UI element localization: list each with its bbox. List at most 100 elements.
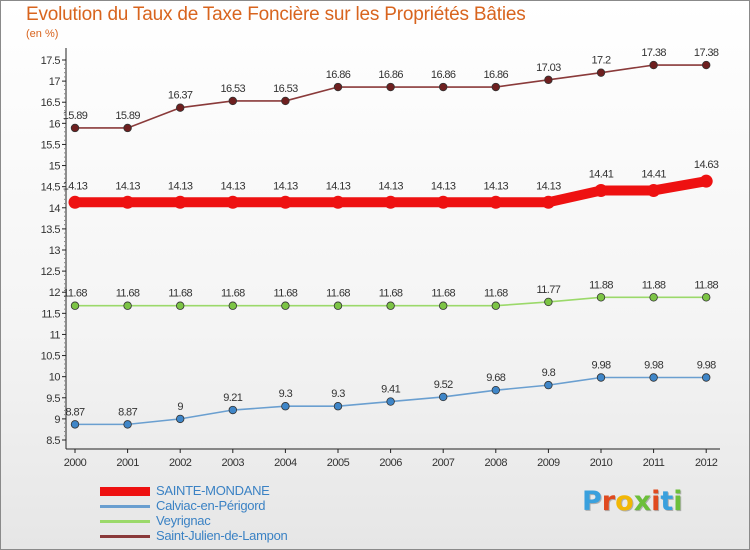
data-point (228, 96, 237, 106)
data-point (384, 195, 398, 209)
y-tick-label: 10.5 (41, 351, 61, 363)
data-label: 8.87 (65, 406, 84, 418)
data-point (333, 402, 343, 411)
legend-swatch (100, 534, 150, 538)
data-point (228, 301, 237, 310)
data-label: 14.13 (221, 180, 246, 192)
legend-swatch (100, 486, 150, 496)
data-label: 11.68 (168, 288, 192, 300)
data-point (544, 75, 553, 85)
data-point (702, 373, 711, 382)
chart-title: Evolution du Taux de Taxe Foncière sur l… (26, 4, 526, 25)
data-label: 9.3 (279, 388, 293, 400)
y-tick-label: 9 (54, 414, 60, 426)
data-point (439, 82, 448, 92)
data-label: 9.98 (591, 360, 610, 372)
data-point (70, 301, 80, 310)
y-tick-label: 15 (49, 161, 61, 173)
data-label: 15.89 (115, 110, 140, 122)
data-point (175, 414, 185, 424)
x-tick-label: 2006 (379, 457, 402, 469)
data-label: 14.13 (378, 180, 403, 192)
data-point (333, 82, 343, 92)
data-label: 14.13 (536, 180, 561, 192)
logo-letter: i (673, 486, 683, 517)
data-label: 16.86 (378, 69, 403, 81)
data-label: 11.68 (326, 288, 350, 300)
data-label: 9.52 (434, 379, 453, 391)
y-tick-label: 14.5 (41, 182, 61, 194)
data-label: 11.88 (694, 279, 718, 291)
data-label: 17.38 (641, 47, 666, 59)
data-point (226, 195, 240, 209)
x-tick-label: 2012 (695, 457, 718, 469)
data-point (68, 195, 82, 209)
y-tick-label: 14 (49, 203, 61, 215)
legend-swatch (100, 519, 150, 523)
data-point (699, 174, 713, 188)
data-label: 11.68 (274, 288, 298, 300)
data-point (596, 293, 606, 302)
y-tick-label: 12.5 (41, 266, 61, 278)
data-point (386, 82, 395, 92)
data-point (541, 195, 555, 209)
data-label: 11.68 (116, 288, 140, 300)
data-label: 9.21 (223, 392, 242, 404)
y-tick-label: 10 (49, 372, 61, 384)
x-tick-label: 2007 (432, 457, 455, 469)
y-tick-label: 11.5 (41, 308, 60, 320)
data-point (123, 301, 132, 310)
y-tick-label: 13.5 (41, 224, 61, 236)
x-tick-label: 2002 (169, 457, 192, 469)
data-label: 11.88 (589, 279, 613, 291)
data-label: 16.53 (273, 83, 298, 95)
y-tick-label: 9.5 (46, 393, 60, 405)
x-tick-label: 2008 (485, 457, 508, 469)
x-tick-label: 2001 (116, 457, 139, 469)
data-point (281, 96, 290, 106)
data-point (123, 420, 132, 429)
data-point (386, 397, 395, 406)
data-point (175, 103, 185, 112)
legend-label: Saint-Julien-de-Lampon (156, 528, 288, 543)
data-label: 11.68 (431, 288, 455, 300)
data-point (489, 195, 503, 209)
data-point (175, 301, 185, 310)
data-point (649, 60, 658, 70)
data-label: 9.98 (644, 360, 663, 372)
data-label: 11.88 (642, 279, 666, 291)
data-point (439, 392, 448, 402)
data-label: 17.2 (591, 55, 610, 67)
data-point (596, 373, 606, 382)
logo-letter: P (582, 486, 602, 517)
data-point (702, 293, 711, 302)
data-label: 11.68 (484, 288, 508, 300)
data-label: 16.53 (221, 83, 246, 95)
data-point (544, 297, 553, 307)
data-point (649, 373, 658, 382)
data-label: 14.13 (115, 180, 140, 192)
data-label: 14.13 (273, 180, 298, 192)
data-label: 11.68 (221, 288, 245, 300)
data-label: 11.68 (63, 288, 87, 300)
data-label: 15.89 (63, 110, 88, 122)
data-point (491, 82, 500, 92)
logo-letter: x (633, 486, 652, 517)
data-label: 9.3 (331, 388, 345, 400)
data-point (491, 301, 500, 310)
data-label: 16.86 (484, 69, 509, 81)
data-label: 14.41 (641, 168, 666, 180)
x-tick-label: 2005 (327, 457, 350, 469)
x-tick-label: 2010 (590, 457, 613, 469)
data-label: 9.68 (486, 372, 505, 384)
y-tick-label: 11 (50, 329, 61, 341)
logo-letter: r (601, 486, 616, 517)
data-point (491, 385, 500, 395)
x-tick-label: 2009 (537, 457, 560, 469)
data-label: 17.38 (694, 47, 719, 59)
data-label: 8.87 (118, 406, 137, 418)
y-tick-label: 17 (49, 76, 61, 88)
legend-label: SAINTE-MONDANE (156, 483, 270, 498)
